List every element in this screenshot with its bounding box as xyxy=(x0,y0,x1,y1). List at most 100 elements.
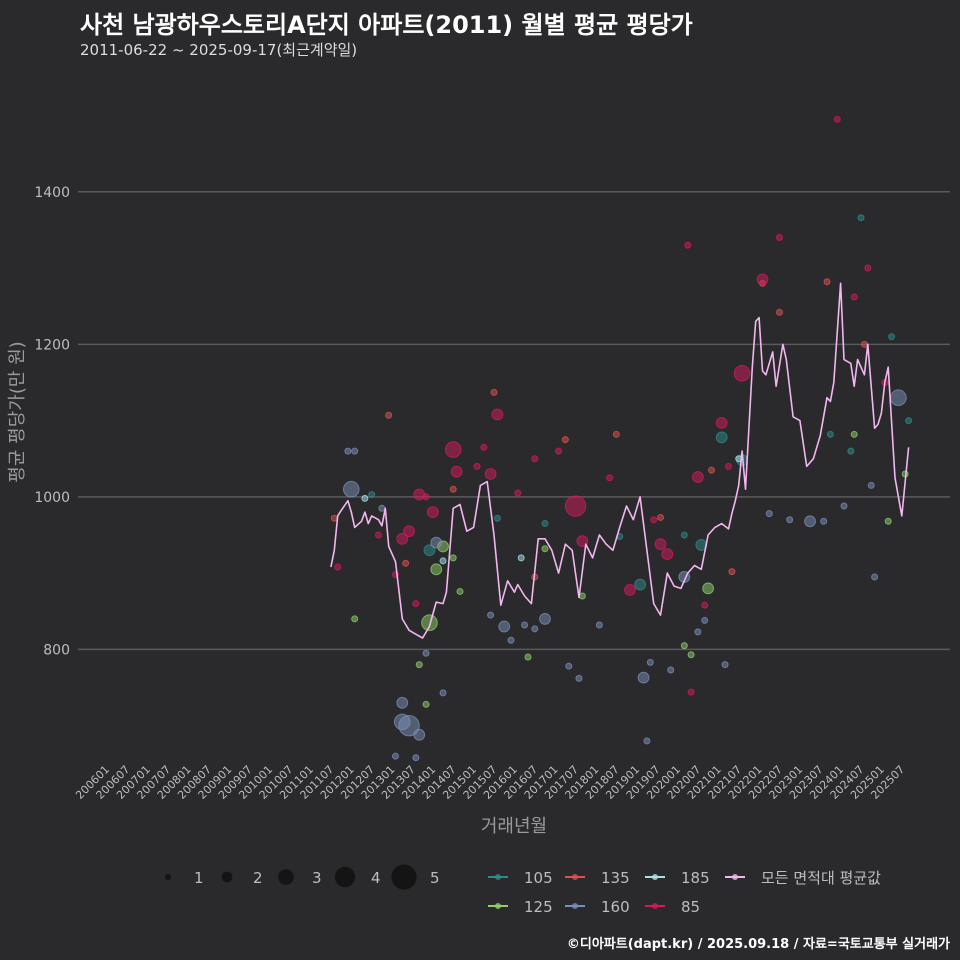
data-point-160 xyxy=(786,516,794,524)
data-point-85 xyxy=(334,563,342,571)
size-legend-dot xyxy=(334,866,356,888)
data-point-85 xyxy=(412,600,420,608)
data-point-125 xyxy=(456,587,464,595)
grid-lines xyxy=(78,191,950,651)
data-point-160 xyxy=(575,674,583,682)
y-tick-label: 1400 xyxy=(34,185,70,201)
data-point-160 xyxy=(820,517,828,525)
x-axis-label: 거래년월 xyxy=(481,816,547,837)
scatter-points xyxy=(330,115,913,762)
data-point-160 xyxy=(378,504,386,512)
size-legend-label: 4 xyxy=(371,869,381,887)
legend-label-135: 135 xyxy=(601,869,630,887)
data-point-185 xyxy=(439,557,447,565)
legend-label-125: 125 xyxy=(524,898,553,916)
data-point-160 xyxy=(701,616,709,624)
data-point-160 xyxy=(531,625,539,633)
data-point-85 xyxy=(684,241,692,249)
data-point-85 xyxy=(775,234,783,242)
source-credit: ©디아파트(dapt.kr) / 2025.09.18 / 자료=국토교통부 실… xyxy=(566,937,950,952)
data-point-160 xyxy=(396,696,409,709)
data-point-85 xyxy=(833,115,841,123)
data-point-185 xyxy=(517,554,525,562)
data-point-160 xyxy=(487,611,495,619)
data-point-85 xyxy=(426,506,439,519)
data-point-85 xyxy=(624,584,636,596)
data-point-105 xyxy=(857,214,865,222)
data-point-135 xyxy=(561,436,569,444)
data-point-125 xyxy=(422,700,430,708)
size-legend-dot xyxy=(278,869,294,885)
data-point-160 xyxy=(344,447,352,455)
data-point-135 xyxy=(402,559,410,567)
y-tick-labels: 800 1000 1200 1400 xyxy=(34,185,70,659)
data-point-85 xyxy=(564,495,587,517)
data-point-85 xyxy=(374,531,382,539)
data-point-160 xyxy=(398,714,420,737)
data-point-160 xyxy=(565,662,573,670)
size-legend-label: 5 xyxy=(430,869,440,887)
data-point-125 xyxy=(541,545,549,553)
average-line-layer xyxy=(330,282,910,639)
data-point-160 xyxy=(498,620,511,633)
data-point-160 xyxy=(342,480,360,498)
data-point-85 xyxy=(650,516,658,524)
data-point-160 xyxy=(507,636,515,644)
data-point-125 xyxy=(687,651,695,659)
data-point-135 xyxy=(708,466,715,474)
data-point-85 xyxy=(850,293,858,301)
data-point-135 xyxy=(449,485,457,493)
size-legend-dot xyxy=(391,864,417,890)
data-point-160 xyxy=(721,661,729,669)
data-point-160 xyxy=(694,628,702,636)
data-point-85 xyxy=(473,462,481,470)
data-point-105 xyxy=(715,431,728,444)
data-point-160 xyxy=(646,658,654,666)
data-point-85 xyxy=(715,416,728,429)
data-point-105 xyxy=(888,333,896,341)
data-point-135 xyxy=(612,430,620,438)
size-legend-dot xyxy=(165,874,171,880)
data-point-135 xyxy=(385,411,393,419)
data-point-85 xyxy=(450,465,463,478)
data-point-135 xyxy=(657,513,665,521)
data-point-125 xyxy=(884,517,892,525)
data-point-125 xyxy=(850,430,858,438)
size-legend-dot xyxy=(221,871,233,883)
data-point-160 xyxy=(539,612,551,625)
data-point-125 xyxy=(578,592,586,600)
data-point-105 xyxy=(905,417,913,425)
data-point-160 xyxy=(412,754,420,762)
data-point-160 xyxy=(351,447,359,455)
data-point-135 xyxy=(775,308,783,316)
data-point-160 xyxy=(430,536,443,549)
data-point-105 xyxy=(368,491,376,499)
data-point-135 xyxy=(490,388,498,396)
data-point-85 xyxy=(692,471,704,483)
legend-label-160: 160 xyxy=(601,898,630,916)
legend-key-dot xyxy=(652,874,658,880)
data-point-85 xyxy=(606,474,614,482)
data-point-85 xyxy=(491,408,504,421)
data-point-160 xyxy=(413,728,426,741)
size-legend-label: 1 xyxy=(194,869,204,887)
legend-label-85: 85 xyxy=(681,898,700,916)
data-point-85 xyxy=(701,601,709,609)
data-point-85 xyxy=(514,489,522,497)
data-point-105 xyxy=(847,447,855,455)
data-point-125 xyxy=(430,563,443,576)
legend-key-dot xyxy=(495,874,501,880)
data-point-85 xyxy=(422,493,430,501)
legend-label-모든 면적대 평균값: 모든 면적대 평균값 xyxy=(761,869,881,887)
data-point-125 xyxy=(702,582,715,595)
data-point-85 xyxy=(654,538,667,551)
legend-key-dot xyxy=(732,874,738,880)
data-point-105 xyxy=(634,578,647,591)
chart-title: 사천 남광하우스토리A단지 아파트(2011) 월별 평균 평당가 xyxy=(80,11,693,39)
average-price-line xyxy=(330,282,910,639)
data-point-85 xyxy=(484,468,497,480)
data-point-160 xyxy=(595,621,603,629)
data-point-125 xyxy=(351,615,359,623)
legend-key-dot xyxy=(572,874,578,880)
